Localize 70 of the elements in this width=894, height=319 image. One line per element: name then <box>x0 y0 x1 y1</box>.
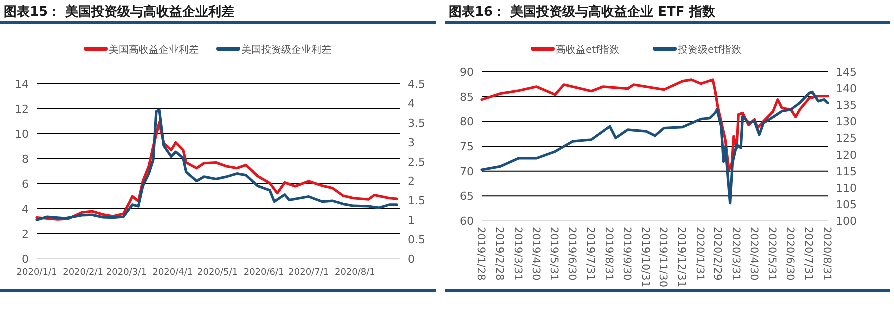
x-tick-label: 2020/5/1 <box>198 268 238 278</box>
y-tick-label: 70 <box>460 165 474 178</box>
x-tick-label: 2020/5/31 <box>766 227 778 281</box>
x-tick-label: 2020/4/30 <box>748 227 760 281</box>
x-tick-label: 2020/1/1 <box>16 268 58 278</box>
legend-label: 投资级etf指数 <box>677 44 742 56</box>
x-tick-label: 2020/7/1 <box>288 268 330 278</box>
y-tick-label: 8 <box>22 153 29 166</box>
y-tick-label: 80 <box>460 116 474 129</box>
y2-tick-label: 145 <box>836 66 857 79</box>
legend-label: 美国投资级企业利差 <box>242 44 332 56</box>
x-tick-label: 2019/6/30 <box>566 227 578 281</box>
y-tick-label: 75 <box>460 140 474 154</box>
y-tick-label: 2 <box>22 228 29 241</box>
y2-tick-label: 1 <box>408 214 415 228</box>
x-tick-label: 2019/10/31 <box>639 227 652 288</box>
y2-tick-label: 120 <box>836 148 857 162</box>
y2-tick-label: 3 <box>408 136 415 150</box>
x-tick-label: 2019/1/28 <box>475 227 487 281</box>
x-tick-label: 2020/3/1 <box>106 268 147 278</box>
y2-tick-label: 2 <box>408 175 415 188</box>
y2-tick-label: 100 <box>836 215 857 228</box>
x-tick-label: 2019/9/30 <box>620 227 633 281</box>
y-tick-label: 14 <box>15 78 29 91</box>
y2-tick-label: 3.5 <box>408 116 426 130</box>
x-tick-label: 2020/2/29 <box>711 227 724 281</box>
y-tick-label: 85 <box>460 90 474 104</box>
chart-title: 图表16： 美国投资级与高收益企业 ETF 指数 <box>449 4 716 20</box>
x-tick-label: 2019/5/31 <box>548 227 560 281</box>
x-tick-label: 2019/11/30 <box>657 227 670 288</box>
y2-tick-label: 0.5 <box>408 234 426 247</box>
y-tick-label: 10 <box>15 128 29 141</box>
y-tick-label: 90 <box>460 66 474 79</box>
y2-tick-label: 140 <box>836 82 857 96</box>
chart-title: 图表15： 美国投资级与高收益企业利差 <box>4 4 235 20</box>
x-tick-label: 2020/4/1 <box>152 268 194 278</box>
y2-tick-label: 115 <box>836 165 857 178</box>
legend-label: 高收益etf指数 <box>556 44 620 56</box>
y-tick-label: 0 <box>22 253 29 266</box>
line-series <box>480 90 830 205</box>
x-tick-label: 2019/3/31 <box>512 227 524 281</box>
y-tick-label: 6 <box>22 178 29 191</box>
x-tick-label: 2020/6/1 <box>244 268 284 278</box>
x-tick-label: 2020/6/30 <box>784 227 796 281</box>
y-tick-label: 4 <box>22 203 29 216</box>
x-tick-label: 2019/2/28 <box>493 227 506 281</box>
y2-tick-label: 135 <box>836 99 857 112</box>
y2-tick-label: 4.5 <box>408 78 426 91</box>
y2-tick-label: 0 <box>408 253 415 266</box>
x-tick-label: 2020/1/31 <box>694 227 706 281</box>
y2-tick-label: 125 <box>836 132 857 146</box>
y2-tick-label: 105 <box>836 198 857 212</box>
y2-tick-label: 1.5 <box>408 194 426 208</box>
x-tick-label: 2019/7/31 <box>584 227 597 281</box>
y2-tick-label: 130 <box>836 116 857 129</box>
y2-tick-label: 2.5 <box>408 156 426 169</box>
x-tick-label: 2019/4/30 <box>530 227 542 281</box>
x-tick-label: 2020/8/1 <box>334 268 376 278</box>
y2-tick-label: 110 <box>836 182 857 195</box>
legend-label: 美国高收益企业利差 <box>109 44 199 56</box>
y-tick-label: 65 <box>460 190 474 204</box>
y2-tick-label: 4 <box>408 97 415 110</box>
x-tick-label: 2020/7/31 <box>802 227 815 281</box>
x-tick-label: 2020/2/1 <box>63 268 104 278</box>
x-tick-label: 2020/8/31 <box>821 227 833 281</box>
y-tick-label: 12 <box>15 103 29 116</box>
x-tick-label: 2019/12/31 <box>676 227 688 288</box>
x-tick-label: 2019/8/31 <box>603 227 616 281</box>
x-tick-label: 2020/3/31 <box>730 227 742 281</box>
y-tick-label: 60 <box>460 215 474 228</box>
